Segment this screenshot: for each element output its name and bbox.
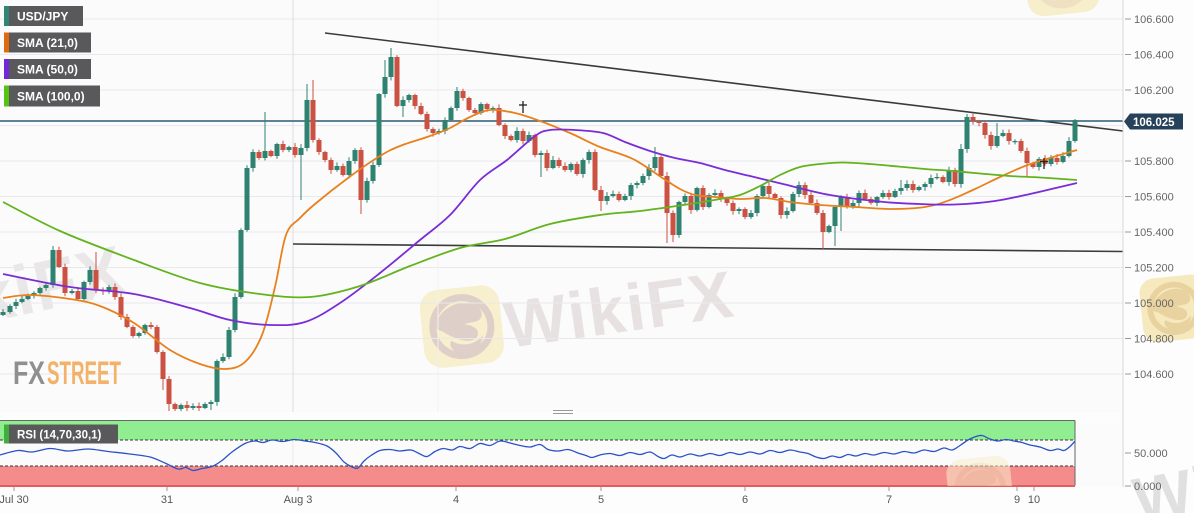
svg-text:0.000: 0.000 xyxy=(1134,481,1162,493)
svg-text:10: 10 xyxy=(1028,494,1040,506)
svg-text:SMA (21,0): SMA (21,0) xyxy=(17,36,78,50)
svg-text:FX: FX xyxy=(13,355,46,391)
svg-text:SMA (50,0): SMA (50,0) xyxy=(17,63,78,77)
svg-text:105.800: 105.800 xyxy=(1134,156,1174,168)
svg-text:Jul 30: Jul 30 xyxy=(0,494,29,506)
svg-text:105.000: 105.000 xyxy=(1134,298,1174,310)
svg-text:50.000: 50.000 xyxy=(1134,448,1168,460)
svg-text:STREET: STREET xyxy=(47,355,121,391)
svg-text:105.200: 105.200 xyxy=(1134,263,1174,275)
svg-text:31: 31 xyxy=(161,494,173,506)
svg-text:Aug 3: Aug 3 xyxy=(284,494,313,506)
svg-text:6: 6 xyxy=(742,494,748,506)
svg-text:106.600: 106.600 xyxy=(1134,14,1174,26)
svg-text:105.600: 105.600 xyxy=(1134,192,1174,204)
svg-text:4: 4 xyxy=(453,494,459,506)
svg-text:7: 7 xyxy=(886,494,892,506)
svg-text:RSI (14,70,30,1): RSI (14,70,30,1) xyxy=(17,430,102,442)
svg-text:9: 9 xyxy=(1014,494,1020,506)
svg-text:USD/JPY: USD/JPY xyxy=(17,10,68,24)
svg-text:104.600: 104.600 xyxy=(1134,369,1174,381)
svg-text:SMA (100,0): SMA (100,0) xyxy=(17,90,85,104)
svg-text:106.200: 106.200 xyxy=(1134,85,1174,97)
svg-text:106.400: 106.400 xyxy=(1134,50,1174,62)
svg-text:105.400: 105.400 xyxy=(1134,227,1174,239)
svg-text:106.025: 106.025 xyxy=(1133,117,1175,129)
svg-text:5: 5 xyxy=(598,494,604,506)
svg-text:104.800: 104.800 xyxy=(1134,334,1174,346)
